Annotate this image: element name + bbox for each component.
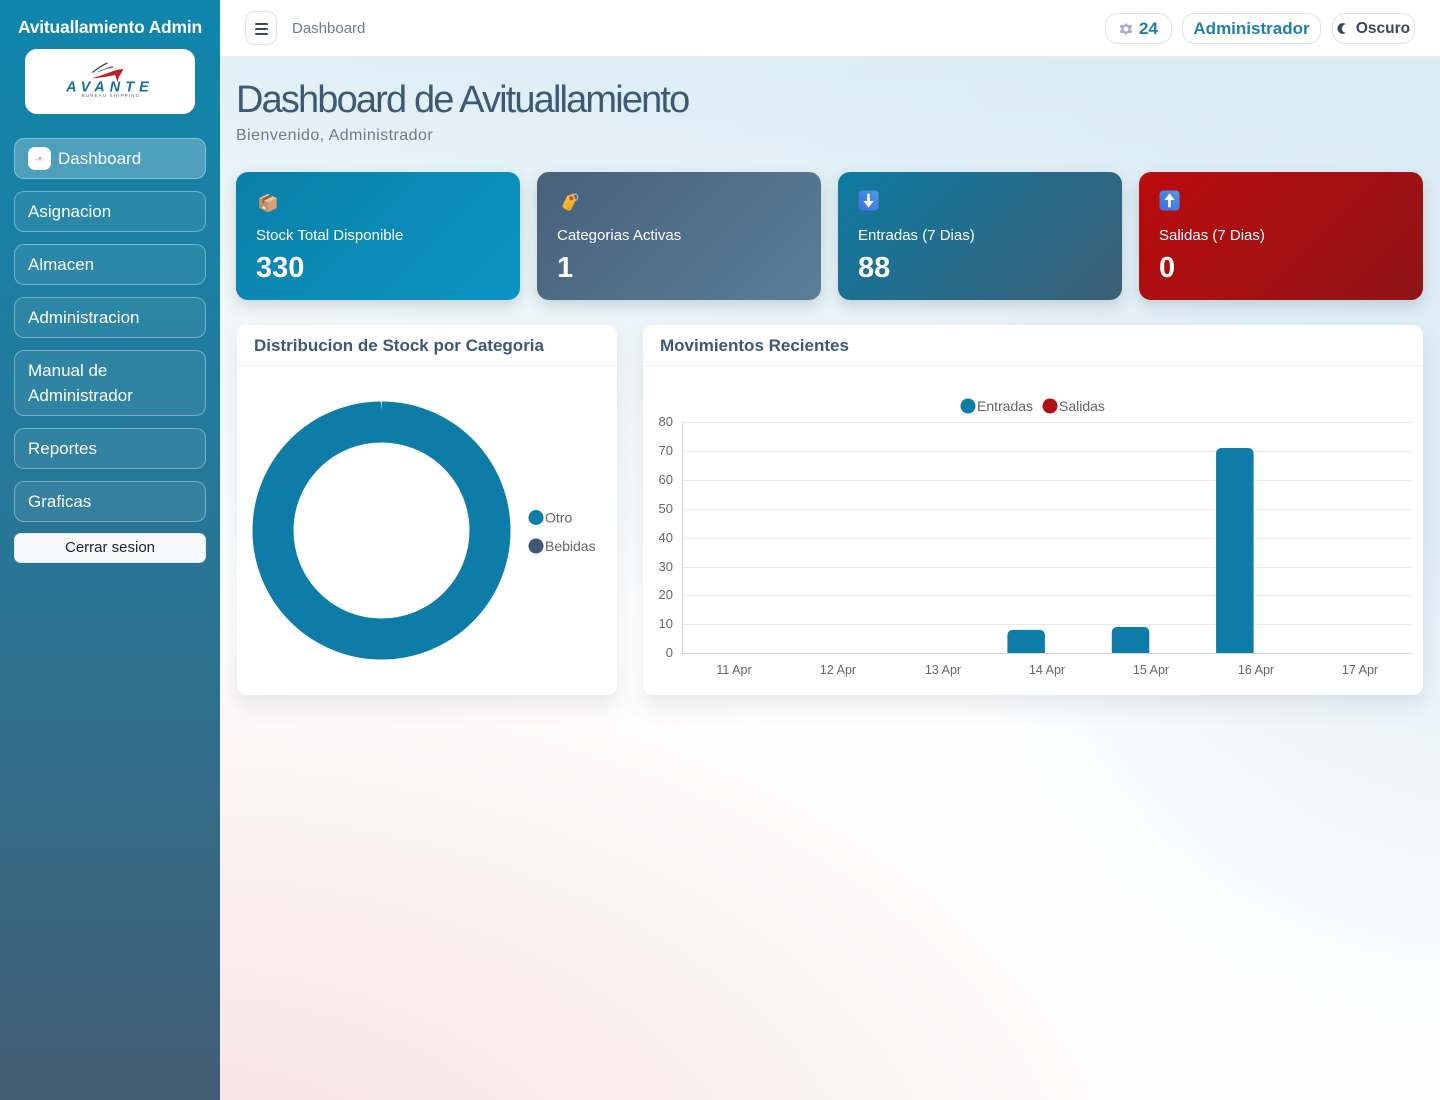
svg-text:13 Apr: 13 Apr [925,663,961,677]
svg-text:BUREAU SHIPPING: BUREAU SHIPPING [82,93,141,98]
svg-text:AVANTE: AVANTE [65,79,154,95]
svg-text:11 Apr: 11 Apr [716,663,751,677]
svg-text:60: 60 [659,472,673,487]
svg-text:70: 70 [659,443,673,458]
svg-text:Bebidas: Bebidas [545,538,596,554]
svg-text:12 Apr: 12 Apr [820,663,856,677]
svg-text:Otro: Otro [545,510,572,526]
svg-text:40: 40 [659,530,673,545]
svg-text:Salidas: Salidas [1059,398,1105,414]
svg-text:80: 80 [659,414,673,429]
svg-text:Entradas: Entradas [977,398,1033,414]
svg-text:50: 50 [659,501,673,516]
svg-text:20: 20 [659,587,673,602]
svg-text:14 Apr: 14 Apr [1029,663,1065,677]
svg-text:30: 30 [659,559,673,574]
svg-text:10: 10 [659,616,673,631]
svg-text:15 Apr: 15 Apr [1133,663,1169,677]
svg-text:16 Apr: 16 Apr [1238,663,1274,677]
svg-text:0: 0 [666,645,673,660]
svg-text:17 Apr: 17 Apr [1342,663,1378,677]
